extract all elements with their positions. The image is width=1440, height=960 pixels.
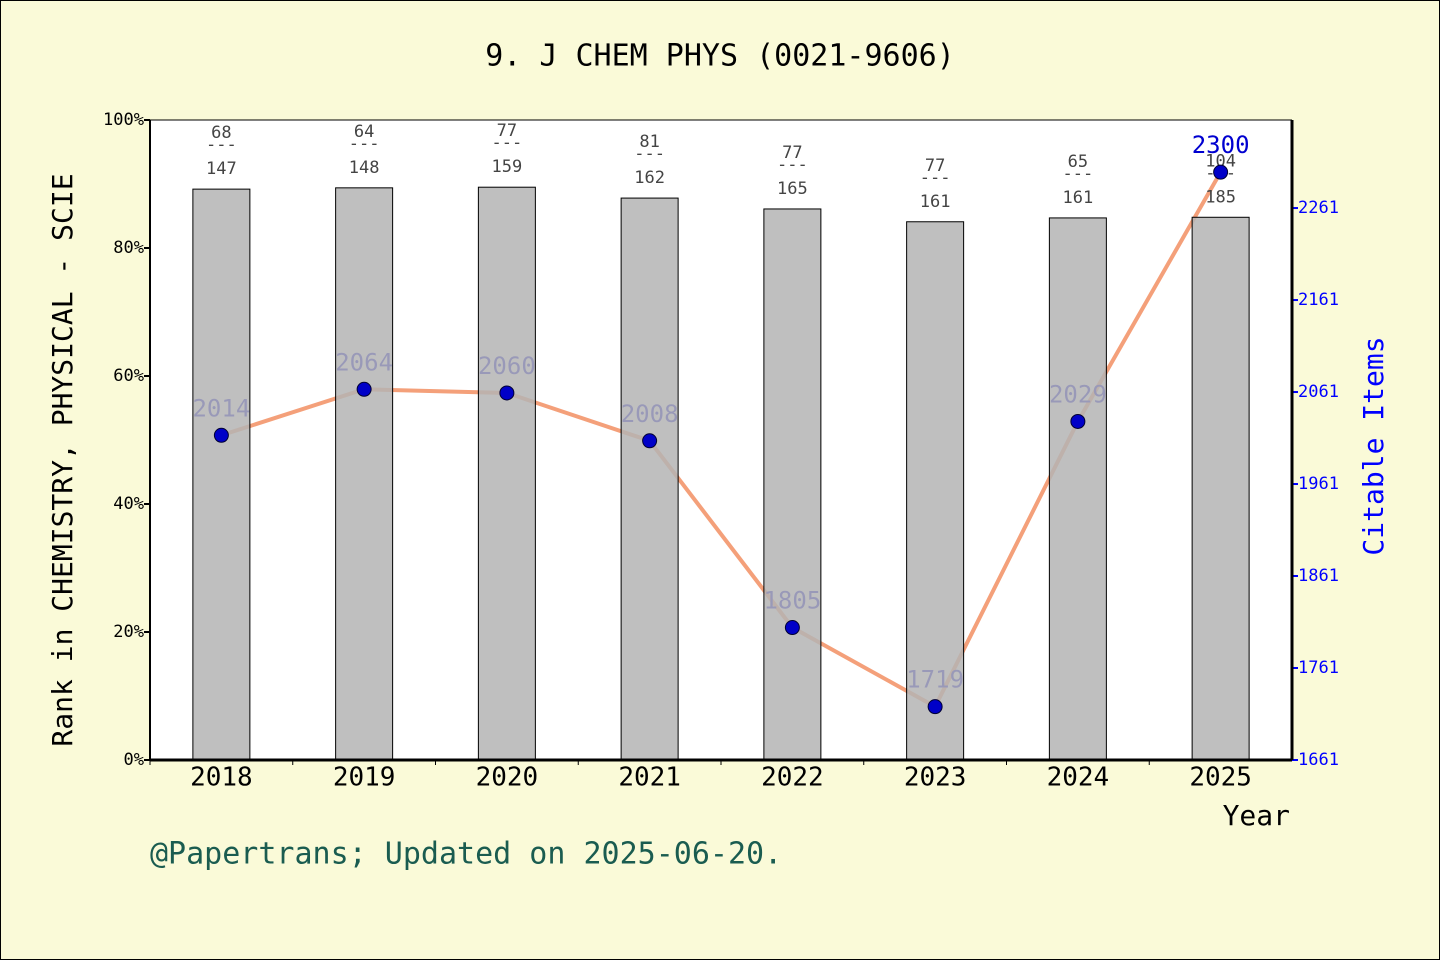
bar — [192, 188, 251, 761]
y2-tick-label: 2161 — [1298, 290, 1339, 310]
bar — [477, 186, 536, 761]
marker — [1070, 413, 1086, 429]
total-label: 161 — [920, 192, 951, 212]
marker — [213, 427, 229, 443]
rank-label: 65 — [1068, 152, 1088, 172]
rank-label: 81 — [639, 132, 659, 152]
rank-separator: --- — [492, 133, 523, 153]
x-axis-label: Year — [1223, 799, 1290, 832]
rank-label: 104 — [1205, 151, 1236, 171]
y2-tick-label: 1861 — [1298, 566, 1339, 586]
x-tick-label: 2025 — [1189, 763, 1252, 793]
total-label: 185 — [1205, 187, 1236, 207]
rank-label: 77 — [925, 156, 945, 176]
rank-label: 77 — [497, 121, 517, 141]
y2-tick-label: 1761 — [1298, 658, 1339, 678]
y-axis-label: Rank in CHEMISTRY, PHYSICAL - SCIE — [46, 173, 79, 746]
bar — [620, 197, 679, 761]
y-tick-label: 60% — [113, 366, 144, 386]
rank-separator: --- — [349, 134, 380, 154]
y-tick-label: 80% — [113, 238, 144, 258]
x-tick-label: 2023 — [904, 763, 967, 793]
x-tick-label: 2019 — [333, 763, 396, 793]
rank-separator: --- — [920, 168, 951, 188]
rank-label: 64 — [354, 122, 374, 142]
y2-tick-label: 2061 — [1298, 382, 1339, 402]
rank-label: 68 — [211, 123, 231, 143]
marker — [927, 699, 943, 715]
marker — [499, 385, 515, 401]
bar — [1048, 217, 1107, 761]
rank-label: 77 — [782, 143, 802, 163]
marker — [356, 381, 372, 397]
marker — [642, 433, 658, 449]
chart-title: 9. J CHEM PHYS (0021-9606) — [485, 39, 955, 74]
value-label: 2300 — [1192, 131, 1250, 159]
y-tick-label: 40% — [113, 494, 144, 514]
total-label: 148 — [349, 158, 380, 178]
y-tick-label: 100% — [103, 110, 144, 130]
plot-area — [150, 120, 1292, 760]
footer: @Papertrans; Updated on 2025-06-20. — [150, 837, 782, 872]
x-tick-label: 2018 — [190, 763, 253, 793]
total-label: 147 — [206, 159, 237, 179]
y2-axis-label: Citable Items — [1357, 336, 1390, 555]
x-tick-label: 2024 — [1047, 763, 1110, 793]
x-tick-label: 2020 — [476, 763, 539, 793]
rank-separator: --- — [1063, 164, 1094, 184]
bar — [763, 208, 822, 761]
total-label: 159 — [492, 157, 523, 177]
y2-tick-label: 2261 — [1298, 198, 1339, 218]
y-tick-label: 0% — [124, 750, 144, 770]
total-label: 161 — [1063, 188, 1094, 208]
y2-tick-label: 1661 — [1298, 750, 1339, 770]
x-tick-label: 2021 — [618, 763, 681, 793]
y2-tick-label: 1961 — [1298, 474, 1339, 494]
bar — [1191, 216, 1250, 761]
bar — [335, 187, 394, 761]
bar — [906, 221, 965, 761]
y-tick-label: 20% — [113, 622, 144, 642]
rank-separator: --- — [777, 155, 808, 175]
total-label: 165 — [777, 179, 808, 199]
marker — [784, 620, 800, 636]
x-tick-label: 2022 — [761, 763, 824, 793]
rank-separator: --- — [634, 144, 665, 164]
total-label: 162 — [634, 168, 665, 188]
marker — [1213, 164, 1229, 180]
rank-separator: --- — [206, 135, 237, 155]
